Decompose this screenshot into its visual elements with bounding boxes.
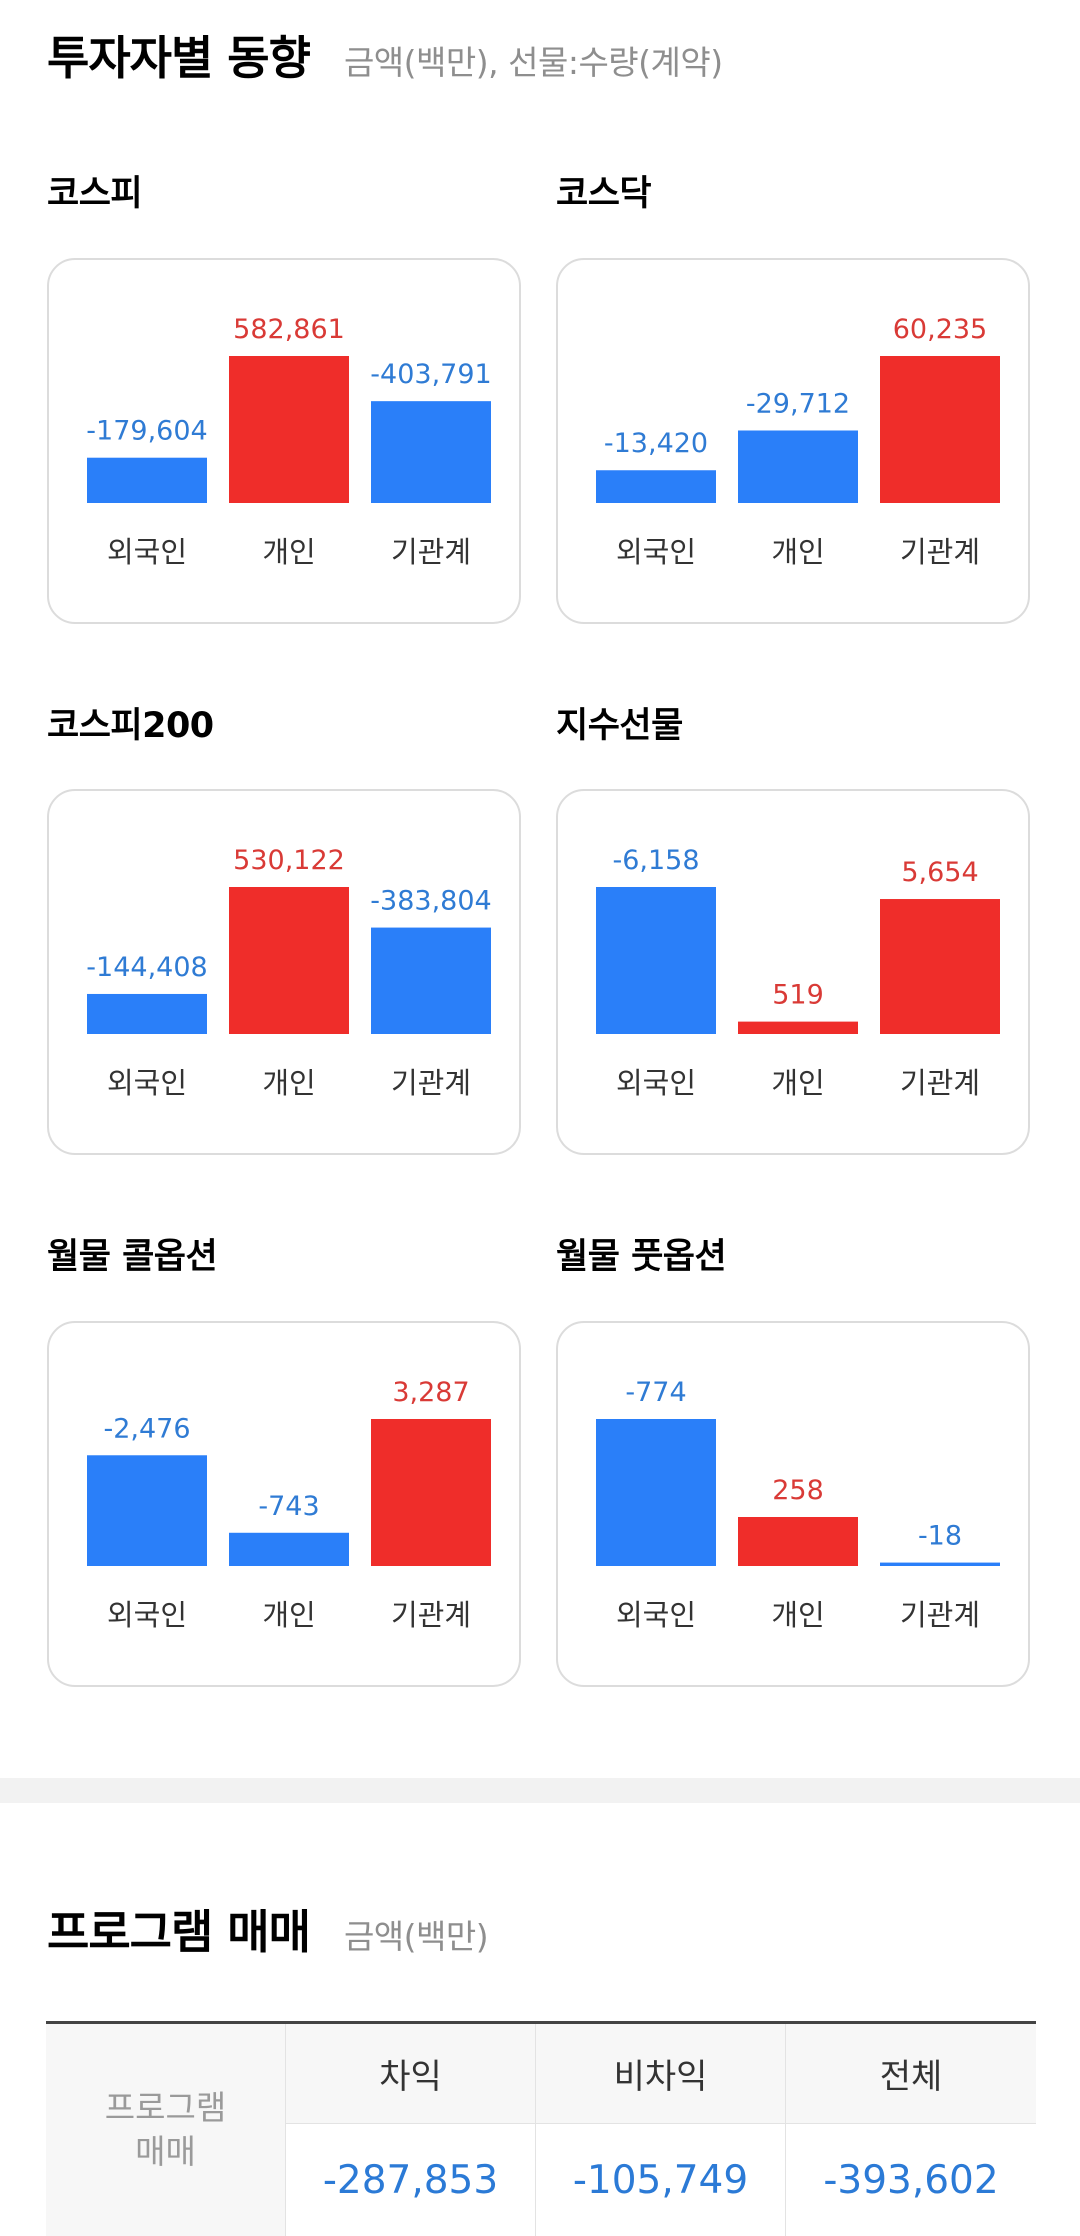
bar-category-label: 기관계 <box>900 1598 980 1632</box>
bar-category-label: 외국인 <box>107 535 187 569</box>
bar-value-label: 582,861 <box>233 314 345 345</box>
bar-chart-kospi200: -144,408 외국인 530,122 개인 -383,804 기관계 <box>86 845 491 1100</box>
program-section-header: 프로그램 매매 금액(백만) <box>47 1896 489 1962</box>
bar-value-label: -383,804 <box>370 886 491 917</box>
bar <box>371 1419 491 1566</box>
bar <box>738 430 858 503</box>
bar-category-label: 외국인 <box>107 1066 187 1100</box>
bar-category-label: 개인 <box>262 1598 315 1632</box>
bar-category-label: 개인 <box>771 1598 824 1632</box>
bar-value-label: 3,287 <box>392 1377 469 1408</box>
investor-section-header: 투자자별 동향 금액(백만), 선물:수량(계약) <box>47 22 723 88</box>
bar <box>371 927 491 1034</box>
bar-category-label: 외국인 <box>107 1598 187 1632</box>
bar-chart-monthly-put: -774 외국인 258 개인 -18 기관계 <box>596 1377 1000 1632</box>
bar-value-label: 60,235 <box>893 314 987 345</box>
bar-value-label: 5,654 <box>901 857 978 888</box>
bar-category-label: 외국인 <box>616 1066 696 1100</box>
program-trading-table: 프로그램 매매 차익 -287,853 비차익 -105,749 전체 -393… <box>46 2021 1036 2236</box>
bar-value-label: -144,408 <box>86 952 207 983</box>
bar <box>880 1562 1000 1566</box>
bar-value-label: 530,122 <box>233 845 345 876</box>
bar-value-label: -774 <box>625 1377 686 1408</box>
bar <box>596 887 716 1034</box>
bar-chart-kospi: -179,604 외국인 582,861 개인 -403,791 기관계 <box>86 314 491 569</box>
bar <box>880 899 1000 1034</box>
bar-category-label: 기관계 <box>391 1598 471 1632</box>
bar-category-label: 기관계 <box>900 535 980 569</box>
bar <box>880 356 1000 503</box>
bar-value-label: -2,476 <box>103 1413 190 1444</box>
bar-category-label: 개인 <box>771 1066 824 1100</box>
bar-chart-monthly-call: -2,476 외국인 -743 개인 3,287 기관계 <box>87 1377 491 1632</box>
chart-label-index-futures: 지수선물 <box>556 706 683 746</box>
chart-label-monthly-put: 월물 풋옵션 <box>556 1237 727 1277</box>
bar-category-label: 기관계 <box>391 535 471 569</box>
bar-value-label: -29,712 <box>746 388 850 419</box>
bar-value-label: 519 <box>772 980 824 1011</box>
bar-value-label: -6,158 <box>612 845 699 876</box>
program-col-total: 전체 -393,602 <box>786 2024 1036 2236</box>
bar <box>229 1532 349 1566</box>
program-section-title: 프로그램 매매 <box>47 1905 311 1959</box>
chart-card-kospi200[interactable]: -144,408 외국인 530,122 개인 -383,804 기관계 <box>47 789 521 1155</box>
program-col-value: -287,853 <box>322 2157 499 2203</box>
bar <box>738 1021 858 1034</box>
bar-value-label: 258 <box>772 1475 824 1506</box>
investor-section-title: 투자자별 동향 <box>47 31 311 85</box>
program-col-value: -393,602 <box>823 2157 999 2203</box>
chart-label-kospi200: 코스피200 <box>47 706 214 746</box>
program-col-arbitrage: 차익 -287,853 <box>286 2024 536 2236</box>
investor-section-subtitle: 금액(백만), 선물:수량(계약) <box>343 43 723 82</box>
program-section-subtitle: 금액(백만) <box>343 1917 489 1956</box>
program-row-header-line2: 매매 <box>135 2132 196 2171</box>
program-col-header: 차익 <box>286 2024 535 2124</box>
bar <box>596 470 716 503</box>
bar-category-label: 외국인 <box>616 535 696 569</box>
chart-label-kospi: 코스피 <box>47 174 143 214</box>
bar-value-label: -13,420 <box>604 428 708 459</box>
chart-label-kosdaq: 코스닥 <box>556 174 652 214</box>
program-col-value: -105,749 <box>572 2157 749 2203</box>
bar-category-label: 개인 <box>771 535 824 569</box>
bar-category-label: 개인 <box>262 1066 315 1100</box>
bar-value-label: -179,604 <box>86 416 207 447</box>
bar-category-label: 개인 <box>262 535 315 569</box>
bar <box>371 401 491 503</box>
bar-chart-kosdaq: -13,420 외국인 -29,712 개인 60,235 기관계 <box>596 314 1000 569</box>
bar-value-label: -743 <box>258 1491 319 1522</box>
chart-card-kospi[interactable]: -179,604 외국인 582,861 개인 -403,791 기관계 <box>47 258 521 624</box>
bar <box>87 457 207 503</box>
bar-category-label: 기관계 <box>900 1066 980 1100</box>
bar-category-label: 외국인 <box>616 1598 696 1632</box>
program-row-header: 프로그램 매매 <box>46 2024 286 2236</box>
bar-value-label: -403,791 <box>370 359 491 390</box>
chart-card-index-futures[interactable]: -6,158 외국인 519 개인 5,654 기관계 <box>556 789 1030 1155</box>
bar-value-label: -18 <box>918 1521 962 1552</box>
chart-card-monthly-call[interactable]: -2,476 외국인 -743 개인 3,287 기관계 <box>47 1321 521 1687</box>
program-col-header: 전체 <box>786 2024 1036 2124</box>
chart-label-monthly-call: 월물 콜옵션 <box>47 1237 218 1277</box>
bar <box>87 993 207 1034</box>
program-col-header: 비차익 <box>536 2024 785 2124</box>
section-divider <box>0 1778 1080 1803</box>
bar-chart-index-futures: -6,158 외국인 519 개인 5,654 기관계 <box>596 845 1000 1100</box>
chart-card-kosdaq[interactable]: -13,420 외국인 -29,712 개인 60,235 기관계 <box>556 258 1030 624</box>
bar <box>87 1455 207 1566</box>
program-col-non-arbitrage: 비차익 -105,749 <box>536 2024 786 2236</box>
bar <box>738 1517 858 1566</box>
bar <box>229 356 349 503</box>
chart-card-monthly-put[interactable]: -774 외국인 258 개인 -18 기관계 <box>556 1321 1030 1687</box>
program-row-header-line1: 프로그램 <box>104 2088 227 2127</box>
bar-category-label: 기관계 <box>391 1066 471 1100</box>
bar <box>596 1419 716 1566</box>
bar <box>229 887 349 1034</box>
